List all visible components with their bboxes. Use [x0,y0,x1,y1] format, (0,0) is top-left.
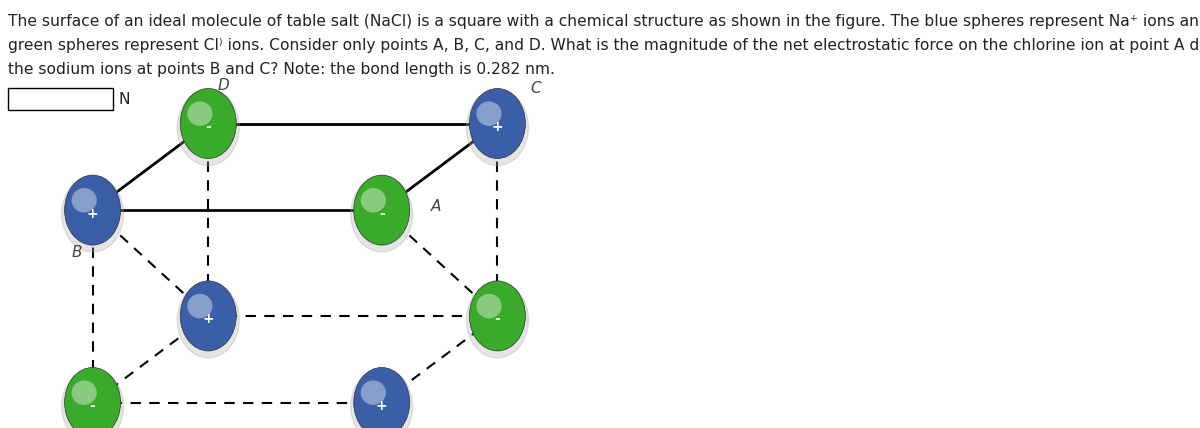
Ellipse shape [65,175,121,245]
Ellipse shape [469,89,526,158]
Ellipse shape [178,89,239,166]
Text: The surface of an ideal molecule of table salt (NaCl) is a square with a chemica: The surface of an ideal molecule of tabl… [8,14,1200,29]
Ellipse shape [354,368,409,428]
Ellipse shape [467,282,528,358]
Text: D: D [218,77,229,92]
Text: +: + [492,120,503,134]
Text: -: - [379,207,385,220]
Ellipse shape [72,380,97,405]
Ellipse shape [361,380,386,405]
FancyBboxPatch shape [8,88,113,110]
Ellipse shape [350,176,413,252]
Text: C: C [530,81,541,96]
Ellipse shape [469,281,526,351]
Ellipse shape [476,101,502,126]
Ellipse shape [476,294,502,318]
Text: +: + [203,312,214,327]
Ellipse shape [65,368,121,428]
Text: A: A [431,199,440,214]
Ellipse shape [187,101,212,126]
Text: +: + [86,207,98,220]
Ellipse shape [354,175,409,245]
Ellipse shape [180,281,236,351]
Ellipse shape [467,89,528,166]
Ellipse shape [72,188,97,213]
Text: -: - [494,312,500,327]
Ellipse shape [361,188,386,213]
Ellipse shape [61,176,124,252]
Text: -: - [90,399,96,413]
Text: +: + [376,399,388,413]
Text: the sodium ions at points B and C? Note: the bond length is 0.282 nm.: the sodium ions at points B and C? Note:… [8,62,554,77]
Ellipse shape [187,294,212,318]
Text: -: - [205,120,211,134]
Ellipse shape [180,89,236,158]
Text: green spheres represent Cl⁾ ions. Consider only points A, B, C, and D. What is t: green spheres represent Cl⁾ ions. Consid… [8,38,1200,53]
Ellipse shape [178,282,239,358]
Text: B: B [72,245,83,260]
Ellipse shape [350,369,413,428]
Text: N: N [119,92,131,107]
Ellipse shape [61,369,124,428]
